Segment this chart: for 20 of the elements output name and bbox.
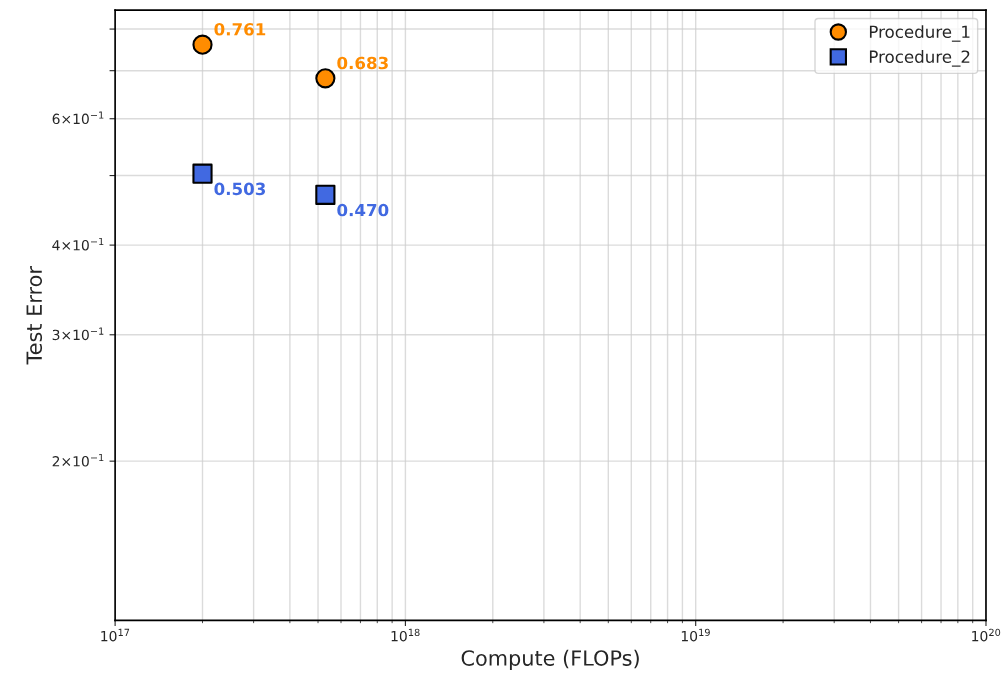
x-tick-label: 10$^{19}$: [681, 628, 710, 642]
data-label: 0.503: [214, 182, 265, 196]
x-tick-label: 10$^{17}$: [101, 628, 130, 642]
y-tick-label: 6×10$^{−1}$: [52, 111, 104, 125]
x-axis-title: Compute (FLOPs): [461, 649, 639, 670]
point: [192, 34, 213, 55]
point: [315, 68, 336, 89]
legend-label: Procedure_2: [869, 50, 970, 67]
y-tick-label: 4×10$^{−1}$: [52, 237, 104, 251]
x-tick-label: 10$^{20}$: [972, 628, 1001, 642]
legend-label: Procedure_1: [869, 25, 970, 42]
y-axis-title: Test Error: [26, 266, 43, 365]
x-tick-label: 10$^{18}$: [391, 628, 420, 642]
data-label: 0.683: [337, 56, 388, 70]
data-label: 0.761: [214, 22, 266, 36]
point: [315, 184, 336, 205]
data-label: 0.470: [337, 203, 389, 217]
y-tick-label: 2×10$^{−1}$: [52, 453, 104, 467]
point: [192, 163, 213, 184]
y-tick-label: 3×10$^{−1}$: [52, 327, 104, 341]
